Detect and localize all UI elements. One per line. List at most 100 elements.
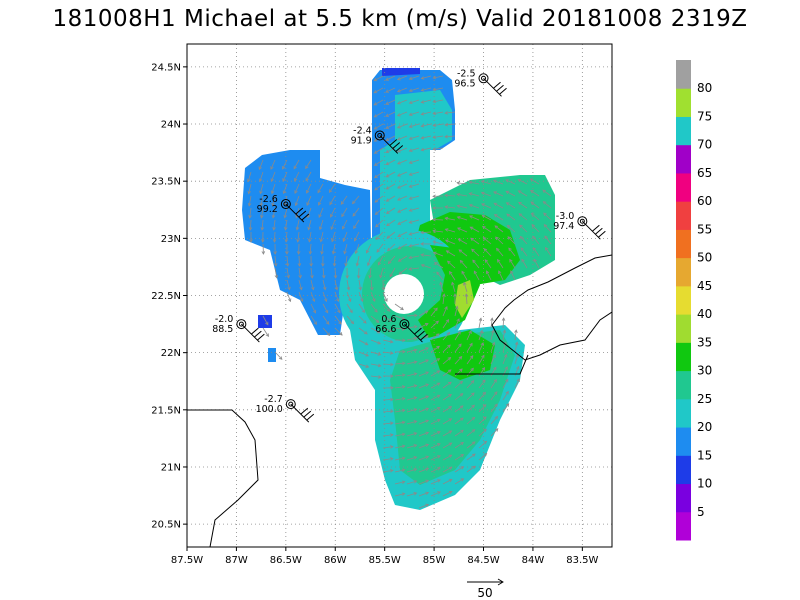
wind-vector [273, 219, 276, 230]
wind-vector [454, 466, 464, 473]
wind-vector-head [425, 503, 430, 508]
wind-vector [469, 204, 480, 209]
wind-vector [446, 250, 456, 257]
wind-vector-head [473, 270, 478, 275]
wind-vector [298, 279, 302, 290]
wind-barb-flag [298, 210, 307, 218]
wind-vector-head [518, 201, 522, 206]
wind-vector [382, 327, 393, 332]
wind-vector-head [432, 111, 437, 116]
wind-vector [544, 235, 552, 245]
wind-vector [482, 226, 492, 233]
wind-vector [367, 255, 372, 266]
wind-vector-head [397, 246, 402, 250]
wind-vector [377, 255, 384, 266]
wind-vector [374, 123, 384, 130]
wind-vector [397, 219, 408, 225]
wind-vector [298, 291, 303, 302]
wind-vector-head [444, 122, 448, 127]
wind-vector-head [328, 189, 333, 193]
wind-vector [409, 195, 420, 200]
wind-vector [440, 282, 444, 293]
wind-vector-head [397, 197, 401, 201]
wind-vector [543, 212, 552, 221]
wind-vector-head [444, 239, 449, 243]
station-top-value: -3.0 [556, 211, 575, 222]
wind-vector [466, 417, 475, 425]
wind-vector [386, 195, 396, 202]
wind-vector [394, 433, 405, 437]
wind-vector [445, 239, 456, 245]
wind-vector [509, 259, 516, 269]
wind-vector-head [402, 349, 406, 354]
wind-vector [346, 315, 354, 324]
wind-vector-head [356, 275, 361, 279]
wind-vector-head [448, 466, 453, 471]
wind-vector [496, 248, 504, 257]
wind-vector [532, 236, 540, 245]
chart-title: 181008H1 Michael at 5.5 km (m/s) Valid 2… [52, 6, 748, 32]
wind-vector [358, 291, 364, 302]
wind-vector [418, 395, 429, 401]
wind-vector-head [471, 416, 476, 421]
wind-vector-head [377, 363, 382, 368]
wind-vector-head [401, 492, 406, 496]
wind-vector-head [505, 190, 510, 195]
wind-vector [398, 255, 408, 262]
wind-vector-head [502, 329, 507, 334]
wind-vector-head [271, 214, 276, 219]
wind-vector-head [413, 372, 418, 376]
wind-barb-flag [254, 330, 262, 338]
wind-vector-head [374, 186, 378, 191]
wind-vector-head [444, 111, 448, 115]
wind-vector [442, 466, 452, 473]
wind-vector [406, 468, 417, 473]
wind-vector-head [493, 191, 497, 195]
wind-vector-head [248, 227, 253, 231]
wind-vector [466, 330, 472, 341]
west-small-patch [268, 348, 276, 362]
wind-vector [322, 327, 330, 336]
wind-vector [274, 231, 276, 243]
wind-vector-head [260, 214, 264, 219]
wind-vector [329, 195, 336, 205]
colorbar-swatch [676, 88, 691, 117]
wind-vector-head [375, 236, 380, 241]
wind-vector [397, 123, 408, 129]
wind-vector-head [456, 318, 460, 322]
wind-vector [433, 87, 444, 91]
wind-vector [445, 123, 456, 126]
wind-vector [421, 123, 432, 127]
station-s6: 0.666.6 [375, 314, 428, 343]
wind-vector-head [480, 191, 485, 196]
wind-vector [394, 397, 405, 401]
wind-vector-head [542, 201, 547, 205]
wind-vector [454, 331, 461, 341]
wind-vector [418, 359, 429, 365]
wind-vector [397, 195, 408, 201]
wind-vector [272, 195, 276, 206]
wind-vector-head [270, 166, 274, 170]
wind-vector [260, 195, 264, 206]
wind-vector-head [444, 193, 448, 198]
wind-vector-head [448, 406, 453, 410]
wind-vector-head [385, 125, 390, 129]
wind-vector [406, 385, 417, 389]
wind-vector-head [498, 270, 502, 274]
wind-vector-head [325, 321, 330, 325]
wind-vector-head [460, 466, 465, 470]
wind-vector-head [420, 147, 425, 152]
wind-vector-head [434, 307, 438, 312]
wind-vector-head [401, 420, 406, 425]
station-inner-circle [288, 401, 294, 407]
wind-vector-head [397, 173, 401, 177]
wind-vector-head [397, 233, 402, 237]
colorbar-swatch [676, 172, 691, 202]
wind-vector-head [468, 180, 473, 185]
wind-vector [321, 243, 324, 254]
wind-vector [382, 303, 391, 312]
wind-vector-head [420, 88, 425, 92]
wind-vector [430, 443, 441, 449]
wind-vector [514, 330, 517, 341]
wind-vector [442, 406, 452, 413]
